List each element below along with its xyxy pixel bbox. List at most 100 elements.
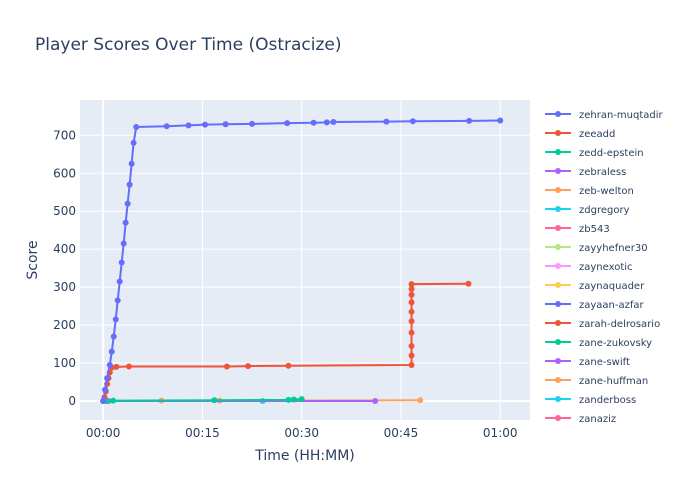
series-zedd-epstein [103, 396, 305, 405]
legend-item[interactable]: zdgregory [545, 205, 630, 216]
x-axis-title: Time (HH:MM) [254, 448, 355, 464]
legend-swatch-marker [555, 263, 561, 269]
x-tick-label: 00:15 [185, 426, 220, 440]
data-point [211, 397, 218, 404]
y-tick-label: 500 [53, 204, 76, 218]
data-point [417, 397, 424, 404]
data-point [408, 299, 415, 306]
legend-swatch-marker [555, 149, 561, 155]
legend-label: zdgregory [579, 205, 630, 216]
data-point [126, 181, 133, 188]
legend-swatch-marker [555, 111, 561, 117]
legend-item[interactable]: zayaan-azfar [545, 300, 645, 311]
tick-labels: 00:00 00:15 00:30 00:45 01:00 0 100 200 300 400 50… [53, 128, 517, 440]
x-tick-label: 01:00 [483, 426, 518, 440]
legend-item[interactable]: zane-zukovsky [545, 338, 652, 349]
legend-item[interactable]: zaynexotic [545, 262, 633, 273]
data-point [110, 333, 117, 340]
legend-item[interactable]: zb543 [545, 224, 610, 235]
legend-label: zaynexotic [579, 262, 633, 273]
data-point [104, 375, 111, 382]
legend-label: zarah-delrosario [579, 319, 660, 330]
data-point [110, 397, 117, 404]
chart-title: Player Scores Over Time (Ostracize) [35, 35, 342, 55]
data-point [466, 117, 473, 124]
data-point [108, 348, 115, 355]
data-point [323, 119, 330, 126]
data-point [100, 398, 107, 405]
data-point [408, 342, 415, 349]
data-point [114, 297, 121, 304]
data-point [408, 318, 415, 325]
data-point [408, 361, 415, 368]
y-tick-label: 400 [53, 242, 76, 256]
legend-label: zaynaquader [579, 281, 645, 292]
data-point [112, 316, 119, 323]
data-point [125, 363, 132, 370]
legend-label: zeb-welton [579, 186, 634, 197]
legend-label: zebraless [579, 167, 626, 178]
data-point [372, 398, 379, 405]
legend-swatch-marker [555, 320, 561, 326]
y-tick-label: 700 [53, 128, 76, 142]
data-point [130, 139, 137, 146]
data-point [284, 120, 291, 127]
data-point [128, 160, 135, 167]
legend-item[interactable]: zaynaquader [545, 281, 645, 292]
data-point [408, 352, 415, 359]
data-point [124, 200, 131, 207]
data-point [298, 396, 305, 403]
legend-swatch-marker [555, 130, 561, 136]
legend-item[interactable]: zedd-epstein [545, 148, 644, 159]
legend-swatch-marker [555, 187, 561, 193]
data-point [408, 291, 415, 298]
legend-swatch-marker [555, 301, 561, 307]
legend-swatch-marker [555, 168, 561, 174]
data-point [222, 121, 229, 128]
data-point [330, 119, 337, 126]
legend-item[interactable]: zarah-delrosario [545, 319, 660, 330]
legend-item[interactable]: zane-swift [545, 357, 630, 368]
legend-label: zayyhefner30 [579, 243, 648, 254]
legend-item[interactable]: zeb-welton [545, 186, 634, 197]
legend-label: zb543 [579, 224, 610, 235]
x-tick-label: 00:30 [284, 426, 319, 440]
legend-swatch-marker [555, 244, 561, 250]
y-tick-label: 100 [53, 356, 76, 370]
legend[interactable]: zehran-muqtadir zeeadd zedd-epstein zebrale… [545, 110, 664, 425]
y-tick-label: 300 [53, 280, 76, 294]
legend-item[interactable]: zebraless [545, 167, 626, 178]
data-point [249, 120, 256, 127]
legend-item[interactable]: zanaziz [545, 414, 616, 425]
plot-area [80, 100, 530, 420]
legend-swatch-marker [555, 377, 561, 383]
legend-swatch-marker [555, 339, 561, 345]
data-point [290, 396, 297, 403]
series-layer [100, 117, 504, 405]
data-point [245, 363, 252, 370]
data-point [118, 259, 125, 266]
data-point [133, 123, 140, 130]
data-point [163, 123, 170, 130]
y-axis-title: Score [25, 240, 41, 279]
legend-item[interactable]: zane-huffman [545, 376, 648, 387]
y-tick-label: 0 [68, 394, 76, 408]
y-tick-label: 200 [53, 318, 76, 332]
legend-item[interactable]: zanderboss [545, 395, 636, 406]
data-point [285, 396, 292, 403]
legend-label: zanaziz [579, 414, 616, 425]
series-zehran-muqtadir [100, 117, 504, 405]
legend-label: zane-huffman [579, 376, 648, 387]
data-point [285, 362, 292, 369]
legend-item[interactable]: zayyhefner30 [545, 243, 648, 254]
data-point [408, 308, 415, 315]
x-tick-label: 00:00 [86, 426, 121, 440]
legend-item[interactable]: zeeadd [545, 129, 615, 140]
data-point [106, 361, 113, 368]
data-point [409, 118, 416, 125]
y-tick-label: 600 [53, 166, 76, 180]
legend-label: zane-swift [579, 357, 630, 368]
legend-item[interactable]: zehran-muqtadir [545, 110, 664, 121]
data-point [116, 278, 123, 285]
